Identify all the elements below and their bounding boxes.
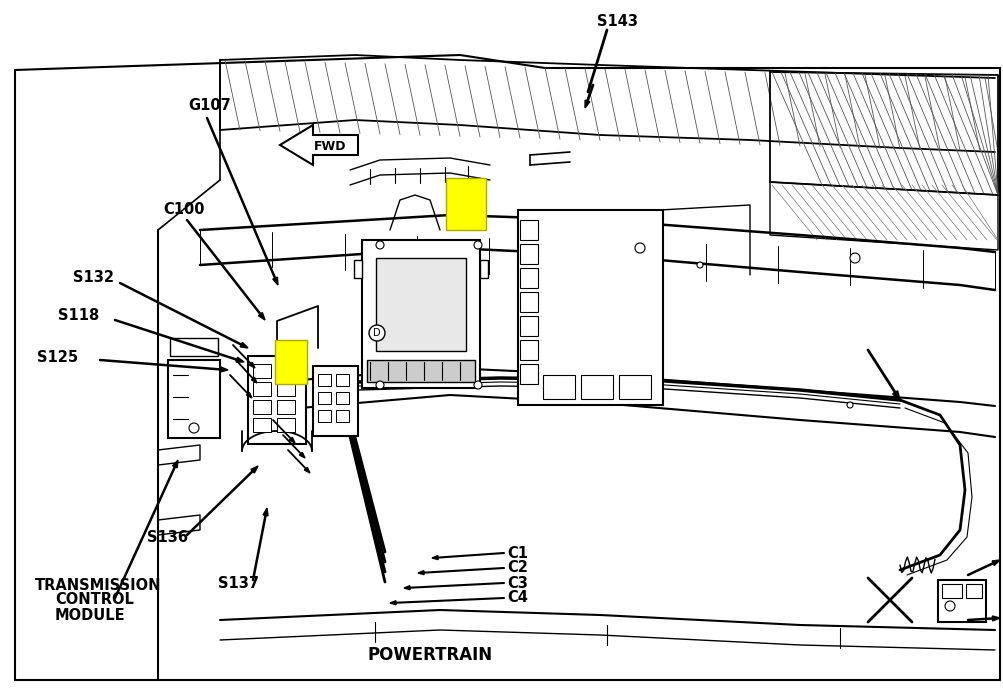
Bar <box>170 338 218 356</box>
Bar <box>318 374 331 386</box>
Bar <box>543 375 575 399</box>
Text: G107: G107 <box>188 98 231 113</box>
Circle shape <box>634 243 644 253</box>
Polygon shape <box>991 560 999 565</box>
Bar <box>367 360 474 382</box>
Bar <box>941 584 961 598</box>
Bar <box>277 364 295 378</box>
Polygon shape <box>289 437 295 443</box>
Bar <box>253 418 271 432</box>
Bar <box>520 220 538 240</box>
Bar <box>518 210 662 405</box>
Text: CONTROL: CONTROL <box>55 592 133 608</box>
Bar <box>277 418 295 432</box>
Bar <box>965 584 981 598</box>
Bar <box>168 360 220 438</box>
Text: C2: C2 <box>507 561 528 576</box>
Bar <box>275 340 307 384</box>
Bar <box>445 178 485 230</box>
Circle shape <box>944 601 954 611</box>
Polygon shape <box>251 377 257 383</box>
Polygon shape <box>892 391 899 400</box>
Bar <box>520 340 538 360</box>
Bar <box>318 410 331 422</box>
Circle shape <box>847 402 853 408</box>
Polygon shape <box>240 343 248 348</box>
Bar <box>479 260 487 278</box>
Text: C1: C1 <box>507 545 528 561</box>
Bar <box>336 392 349 404</box>
Text: TRANSMISSION: TRANSMISSION <box>35 578 161 592</box>
Polygon shape <box>273 277 278 285</box>
Text: S118: S118 <box>58 307 99 322</box>
Text: S125: S125 <box>37 351 78 365</box>
Bar <box>581 375 613 399</box>
Polygon shape <box>585 100 589 108</box>
Text: S132: S132 <box>73 271 114 286</box>
Polygon shape <box>280 125 358 165</box>
Bar <box>253 400 271 414</box>
Polygon shape <box>258 313 265 320</box>
Bar <box>520 244 538 264</box>
Bar <box>619 375 650 399</box>
Circle shape <box>850 253 860 263</box>
Polygon shape <box>417 571 423 574</box>
Text: S143: S143 <box>597 15 637 30</box>
Bar <box>362 240 479 388</box>
Bar <box>937 580 985 622</box>
Circle shape <box>376 241 383 249</box>
Polygon shape <box>173 460 178 468</box>
Bar <box>520 364 538 384</box>
Polygon shape <box>246 392 252 398</box>
Polygon shape <box>263 508 268 516</box>
Bar <box>277 400 295 414</box>
Text: S137: S137 <box>218 576 259 590</box>
Bar <box>318 392 331 404</box>
Bar <box>520 316 538 336</box>
Bar <box>248 356 306 444</box>
Bar <box>253 364 271 378</box>
Bar <box>277 382 295 396</box>
Bar <box>313 366 358 436</box>
Text: C4: C4 <box>507 590 528 606</box>
Text: C100: C100 <box>162 203 205 217</box>
Polygon shape <box>249 363 255 368</box>
Text: D: D <box>373 328 380 338</box>
Polygon shape <box>220 367 228 372</box>
Text: MODULE: MODULE <box>55 608 125 623</box>
Bar <box>376 258 465 351</box>
Bar <box>336 410 349 422</box>
Bar <box>520 292 538 312</box>
Circle shape <box>473 241 481 249</box>
Bar <box>336 374 349 386</box>
Circle shape <box>396 255 402 261</box>
Circle shape <box>696 262 702 268</box>
Polygon shape <box>251 466 258 473</box>
Bar <box>354 260 362 278</box>
Text: POWERTRAIN: POWERTRAIN <box>367 646 492 664</box>
Text: C3: C3 <box>507 576 528 590</box>
Circle shape <box>473 381 481 389</box>
Polygon shape <box>403 585 409 590</box>
Bar <box>520 268 538 288</box>
Bar <box>253 382 271 396</box>
Text: FWD: FWD <box>313 140 346 152</box>
Polygon shape <box>389 601 396 605</box>
Polygon shape <box>299 453 305 458</box>
Text: S136: S136 <box>146 531 188 545</box>
Circle shape <box>369 325 384 341</box>
Circle shape <box>189 423 199 433</box>
Circle shape <box>646 392 652 398</box>
Polygon shape <box>304 467 310 473</box>
Circle shape <box>376 381 383 389</box>
Polygon shape <box>991 616 999 621</box>
Polygon shape <box>431 556 437 560</box>
Polygon shape <box>236 357 244 362</box>
